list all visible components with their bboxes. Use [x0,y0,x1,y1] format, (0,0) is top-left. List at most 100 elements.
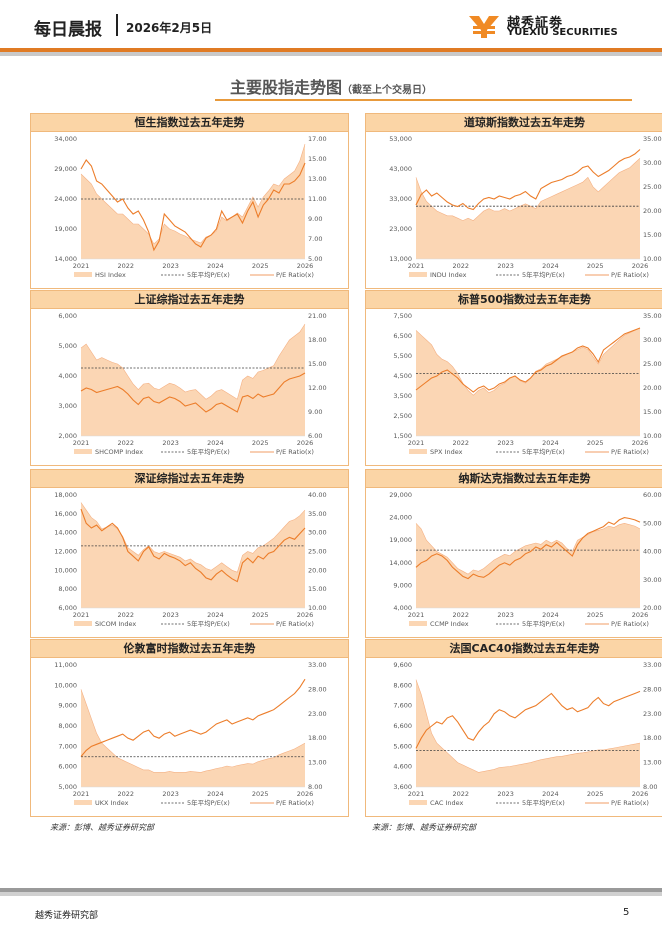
y-left-tick: 2,000 [58,432,77,440]
chart-panel-hsi: 恒生指数过去五年走势 34,000 29,000 24,000 19,000 14,00… [30,113,349,289]
x-tick: 2023 [162,262,179,270]
legend-index-swatch [409,800,427,805]
x-tick: 2021 [73,262,90,270]
y-left-tick: 7,600 [393,702,412,710]
pe-ratio-area [416,679,640,787]
x-tick: 2024 [207,439,224,447]
y-left-tick: 1,500 [393,432,412,440]
y-left-tick: 6,000 [58,312,77,320]
y-left-tick: 11,000 [54,661,77,669]
legend-avg-label: 5年平均P/E(x) [522,270,565,279]
y-right-tick: 28.00 [308,685,327,693]
x-tick: 2025 [252,439,269,447]
chart-sicom: 18,000 16,000 14,000 12,000 10,000 8,000 6,000… [54,491,327,628]
chart-panel-spx: 标普500指数过去五年走势 7,500 6,500 5,500 4,500 3,500 2… [365,290,662,466]
chart-panel-shcomp: 上证综指过去五年走势 6,000 5,000 4,000 3,000 2,000 21.0… [30,290,349,466]
y-left-tick: 33,000 [389,195,412,203]
x-tick: 2025 [587,611,604,619]
y-left-tick: 34,000 [54,135,77,143]
y-left-tick: 12,000 [54,548,77,556]
y-right-tick: 30.00 [308,529,327,537]
legend-index-label: CCMP Index [430,620,469,628]
pe-ratio-area [81,144,305,259]
section-title: 主要股指走势图（截至上个交易日） [0,74,662,98]
y-left-tick: 8,600 [393,681,412,689]
source-note-left: 来源：彭博、越秀证券研究部 [50,823,154,832]
y-right-tick: 17.00 [308,135,327,143]
y-left-tick: 18,000 [54,491,77,499]
y-left-tick: 24,000 [389,514,412,522]
y-left-tick: 5,600 [393,742,412,750]
chart-spx: 7,500 6,500 5,500 4,500 3,500 2,500 1,500 35.00… [393,312,662,456]
y-right-tick: 35.00 [643,135,662,143]
y-left-tick: 2,500 [393,412,412,420]
y-right-tick: 13.00 [308,759,327,767]
chart-cac: 9,600 8,600 7,600 6,600 5,600 4,600 3,600 33.00… [393,661,662,807]
chart-ukx: 11,000 10,000 9,000 8,000 7,000 6,000 5,000 33.… [54,661,327,807]
y-left-tick: 23,000 [389,225,412,233]
y-left-tick: 8,000 [58,585,77,593]
y-right-tick: 21.00 [308,312,327,320]
y-left-tick: 6,000 [58,604,77,612]
pe-ratio-area [416,158,640,259]
y-left-tick: 5,000 [58,783,77,791]
pe-ratio-area [81,689,305,787]
pe-ratio-line [415,522,641,575]
chart-panel-indu: 道琼斯指数过去五年走势 53,000 43,000 33,000 23,000 13,0… [365,113,662,289]
y-left-tick: 14,000 [54,255,77,263]
legend-avg-label: 5年平均P/E(x) [187,447,230,456]
y-right-tick: 40.00 [643,548,662,556]
y-right-tick: 30.00 [643,159,662,167]
chart-hsi: 34,000 29,000 24,000 19,000 14,000 17.00 15.00… [54,135,327,279]
y-left-tick: 53,000 [389,135,412,143]
pe-ratio-area [416,523,640,608]
x-tick: 2021 [73,611,90,619]
section-rule [215,99,632,101]
x-tick: 2021 [408,611,425,619]
y-left-tick: 13,000 [389,255,412,263]
pe-ratio-area [416,328,640,436]
pe-ratio-area [81,324,305,436]
y-right-tick: 10.00 [643,432,662,440]
footer-rule [0,888,662,896]
index-line [80,508,306,583]
y-left-tick: 14,000 [389,559,412,567]
legend-index-label: CAC Index [430,799,464,807]
index-line [415,690,641,749]
x-tick: 2026 [632,262,649,270]
x-tick: 2021 [408,790,425,798]
pe-ratio-line [80,689,306,773]
report-date: 2026年2月5日 [126,21,213,35]
chart-title: 恒生指数过去五年走势 [31,114,348,132]
logo-english-name: YUEXIU SECURITIES [507,27,618,38]
yuexiu-logo-icon [469,16,499,38]
x-tick: 2026 [297,262,314,270]
x-tick: 2026 [632,611,649,619]
y-left-tick: 9,000 [58,702,77,710]
legend-avg-label: 5年平均P/E(x) [187,619,230,628]
y-left-tick: 6,000 [58,763,77,771]
y-left-tick: 10,000 [54,566,77,574]
y-right-tick: 11.00 [308,195,327,203]
x-tick: 2026 [632,790,649,798]
index-line [80,678,306,757]
legend-avg-label: 5年平均P/E(x) [522,447,565,456]
x-tick: 2024 [207,611,224,619]
y-left-tick: 10,000 [54,681,77,689]
y-right-tick: 10.00 [308,604,327,612]
y-right-tick: 20.00 [308,566,327,574]
y-right-tick: 23.00 [643,710,662,718]
legend-index-label: SICOM Index [95,620,136,628]
x-tick: 2022 [118,439,135,447]
legend-pe-label: P/E Ratio(x) [611,271,649,279]
chart-shcomp: 6,000 5,000 4,000 3,000 2,000 21.00 18.00 15.00… [58,312,327,456]
x-tick: 2022 [453,439,470,447]
legend-index-swatch [74,449,92,454]
chart-title: 上证综指过去五年走势 [31,291,348,309]
y-right-tick: 25.00 [308,548,327,556]
pe-ratio-line [415,327,641,396]
y-right-tick: 35.00 [643,312,662,320]
y-right-tick: 8.00 [308,783,322,791]
chart-title: 纳斯达克指数过去五年走势 [366,470,662,488]
pe-ratio-line [80,143,306,245]
